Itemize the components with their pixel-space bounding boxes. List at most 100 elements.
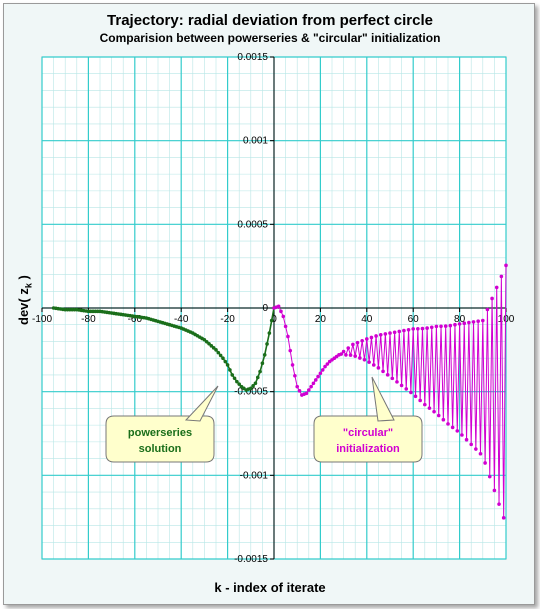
circular-point xyxy=(423,402,427,407)
x-tick-label: -100 xyxy=(32,314,52,325)
circular-point xyxy=(320,368,325,372)
circular-point xyxy=(341,349,346,354)
circular-point xyxy=(432,409,436,414)
y-axis-label-main: dev( z xyxy=(16,288,31,325)
powerseries-point xyxy=(265,342,269,346)
circular-point xyxy=(481,318,485,323)
powerseries-point xyxy=(204,340,209,344)
circular-point xyxy=(344,353,348,357)
circular-point xyxy=(365,337,369,341)
circular-point xyxy=(457,322,462,326)
circular-point xyxy=(439,324,443,329)
powerseries-point xyxy=(225,363,230,367)
circular-point xyxy=(471,320,476,324)
circular-point xyxy=(462,321,467,326)
powerseries-point xyxy=(269,318,274,323)
series-circular xyxy=(272,263,508,520)
powerseries-point xyxy=(262,353,267,357)
y-tick-label: 0.0015 xyxy=(237,52,268,63)
powerseries-point xyxy=(235,379,239,384)
circular-point xyxy=(443,324,448,328)
annotation-circular-pointer xyxy=(371,376,395,422)
circular-point xyxy=(355,340,360,345)
circular-point xyxy=(395,380,399,384)
annotation-powerseries xyxy=(105,385,219,463)
circular-point xyxy=(434,324,439,329)
x-tick-label: 60 xyxy=(408,314,420,325)
circular-point xyxy=(281,314,286,319)
x-tick-label: 0 xyxy=(271,314,277,325)
circular-point xyxy=(429,325,434,330)
x-tick-label: 40 xyxy=(361,314,373,325)
powerseries-point xyxy=(218,353,223,358)
circular-point xyxy=(483,461,487,465)
series-powerseries xyxy=(51,306,276,392)
powerseries-point xyxy=(260,361,265,366)
circular-point xyxy=(501,516,506,520)
powerseries-point xyxy=(267,331,272,335)
powerseries-point xyxy=(253,381,258,386)
y-axis-label-close: ) xyxy=(16,275,31,284)
circular-point xyxy=(383,332,388,336)
annotation-circular-text: "circular" xyxy=(343,427,393,439)
circular-point xyxy=(397,329,402,334)
circular-point xyxy=(293,373,297,378)
x-tick-label: -40 xyxy=(174,314,189,325)
circular-point xyxy=(494,285,499,290)
powerseries-point xyxy=(258,369,262,374)
circular-point xyxy=(427,406,432,410)
y-tick-label: 0.0005 xyxy=(237,219,268,230)
circular-point xyxy=(478,451,483,456)
circular-point xyxy=(504,263,508,268)
circular-point xyxy=(369,335,374,340)
x-axis-label: k - index of iterate xyxy=(214,580,326,595)
annotation-circular xyxy=(313,376,423,463)
powerseries-point xyxy=(230,373,235,377)
circular-point xyxy=(448,323,453,328)
circular-point xyxy=(297,389,302,393)
circular-point xyxy=(283,324,288,329)
circular-point xyxy=(416,326,420,331)
circular-point xyxy=(339,352,344,356)
circular-point xyxy=(420,326,425,331)
circular-point xyxy=(388,331,392,335)
circular-point xyxy=(290,363,295,367)
powerseries-point xyxy=(209,344,214,348)
circular-point xyxy=(295,384,300,389)
y-tick-label: -0.0005 xyxy=(234,387,268,398)
circular-point xyxy=(286,334,290,339)
circular-point xyxy=(390,376,395,381)
circular-point xyxy=(378,332,383,337)
circular-point xyxy=(392,330,397,335)
circular-point xyxy=(406,327,411,332)
circular-point xyxy=(492,488,497,493)
circular-point xyxy=(371,363,376,367)
powerseries-point xyxy=(214,348,218,352)
circular-point xyxy=(485,307,490,312)
powerseries-point xyxy=(202,337,207,342)
circular-point xyxy=(455,429,460,433)
circular-point xyxy=(464,437,469,442)
circular-point xyxy=(487,474,492,479)
circular-point xyxy=(446,422,450,426)
circular-point xyxy=(309,384,313,389)
circular-point xyxy=(499,274,504,279)
y-tick-label: 0.001 xyxy=(243,136,268,147)
circular-point xyxy=(276,304,281,309)
x-tick-label: 100 xyxy=(498,314,515,325)
annotation-circular-text: initialization xyxy=(336,443,400,455)
x-tick-label: -60 xyxy=(128,314,143,325)
annotation-powerseries-pointer xyxy=(184,385,219,422)
x-tick-label: 20 xyxy=(315,314,327,325)
annotation-powerseries-text: solution xyxy=(139,443,182,455)
circular-point xyxy=(360,338,364,343)
circular-point xyxy=(316,374,320,379)
circular-point xyxy=(313,378,318,382)
x-tick-label: 80 xyxy=(454,314,466,325)
circular-point xyxy=(476,319,480,324)
circular-point xyxy=(353,354,358,358)
circular-point xyxy=(490,296,494,301)
circular-point xyxy=(460,433,464,437)
circular-point xyxy=(402,328,406,333)
